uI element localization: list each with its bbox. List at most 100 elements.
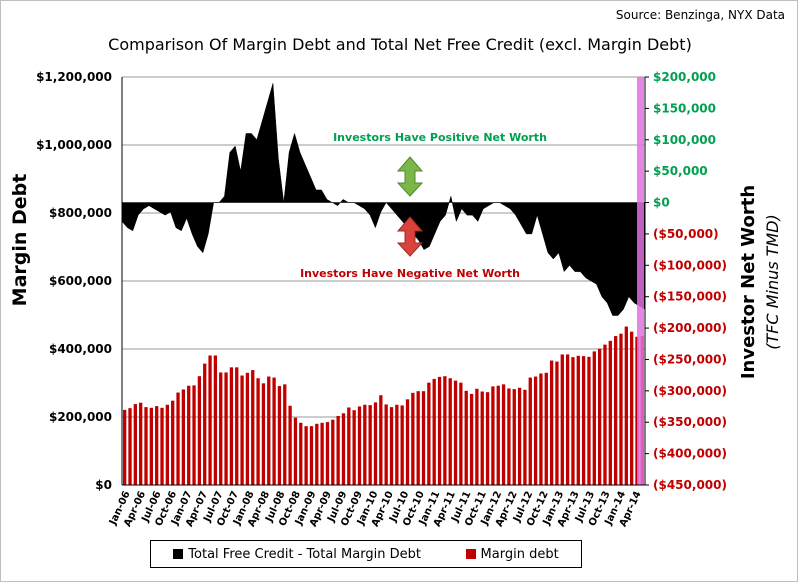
- margin-debt-bar: [171, 400, 175, 485]
- margin-debt-bar: [437, 376, 442, 485]
- right-tick-label: ($450,000): [653, 478, 727, 492]
- margin-debt-bar: [405, 399, 410, 485]
- margin-debt-bar: [443, 376, 447, 485]
- margin-debt-bar: [389, 407, 394, 485]
- right-tick-label: $150,000: [653, 101, 716, 115]
- annotation-negative: Investors Have Negative Net Worth: [300, 267, 520, 280]
- margin-debt-bar: [128, 408, 132, 485]
- margin-debt-bar: [416, 391, 420, 485]
- left-axis-ticks: $0 $200,000 $400,000 $600,000 $800,000 $1,000…: [36, 70, 112, 492]
- margin-debt-bar: [624, 326, 628, 485]
- margin-debt-bar: [496, 385, 500, 485]
- margin-debt-bar: [304, 426, 308, 485]
- margin-debt-bar: [283, 384, 287, 485]
- margin-debt-bar: [560, 354, 564, 485]
- margin-debt-bar: [475, 388, 479, 485]
- margin-debt-bar: [517, 387, 522, 485]
- margin-debt-bar: [240, 375, 244, 485]
- annotation-positive: Investors Have Positive Net Worth: [333, 131, 547, 144]
- margin-debt-bar: [523, 389, 527, 485]
- right-tick-label: $50,000: [653, 164, 708, 178]
- margin-debt-bar: [597, 348, 602, 485]
- margin-debt-bar: [320, 422, 324, 485]
- margin-debt-bar: [357, 406, 362, 485]
- margin-debt-bar: [352, 410, 356, 485]
- margin-debt-bar: [469, 393, 474, 485]
- margin-debt-bar: [592, 351, 596, 485]
- green-up-down-arrow-icon: [396, 156, 424, 197]
- margin-debt-bar: [267, 376, 271, 485]
- legend: Total Free Credit - Total Margin Debt Ma…: [150, 540, 582, 568]
- margin-debt-bar: [533, 376, 538, 485]
- legend-swatch-red: [465, 549, 476, 559]
- right-tick-label: ($100,000): [653, 258, 727, 272]
- right-tick-label: $100,000: [653, 133, 716, 147]
- margin-debt-bar: [544, 372, 548, 485]
- source-note: Source: Benzinga, NYX Data: [615, 8, 785, 22]
- margin-debt-bar: [293, 417, 298, 485]
- right-axis-ticks: ($450,000) ($400,000) ($350,000) ($300,000)…: [653, 70, 727, 492]
- margin-debt-bar: [176, 392, 180, 485]
- right-tick-label: $0: [653, 196, 670, 210]
- left-tick-label: $0: [95, 478, 112, 492]
- chart-title: Comparison Of Margin Debt and Total Net …: [108, 35, 692, 54]
- margin-debt-bar: [395, 404, 399, 485]
- margin-debt-bar: [453, 380, 458, 485]
- margin-debt-bar: [144, 407, 148, 485]
- legend-label-net-worth: Total Free Credit - Total Margin Debt: [188, 546, 421, 562]
- margin-debt-bar: [363, 404, 367, 485]
- margin-debt-bar: [256, 378, 260, 485]
- margin-debt-bar: [480, 391, 484, 485]
- margin-debt-bar: [571, 357, 575, 485]
- margin-debt-bar: [251, 370, 255, 485]
- margin-debt-bar: [427, 382, 431, 485]
- legend-swatch-black: [173, 549, 184, 559]
- margin-debt-bar: [336, 415, 340, 485]
- margin-debt-bar: [192, 385, 196, 485]
- legend-label-margin-debt: Margin debt: [480, 546, 559, 562]
- margin-debt-bar: [197, 376, 202, 485]
- y-axis-label-right-sub: (TFC Minus TMD): [763, 214, 782, 350]
- margin-debt-bar: [315, 423, 319, 485]
- left-tick-label: $1,200,000: [36, 70, 112, 84]
- y-axis-label-right: Investor Net Worth: [738, 185, 759, 379]
- net-worth-area: [121, 77, 646, 485]
- margin-debt-bars: [123, 326, 644, 485]
- margin-debt-bar: [341, 413, 346, 485]
- margin-debt-bar: [149, 407, 154, 485]
- margin-debt-bar: [187, 385, 191, 485]
- margin-debt-bar: [219, 372, 223, 485]
- margin-debt-bar: [501, 384, 506, 485]
- margin-debt-bar: [464, 390, 468, 485]
- right-tick-label: ($150,000): [653, 290, 727, 304]
- margin-debt-bar: [448, 378, 452, 485]
- margin-debt-bar: [613, 336, 618, 485]
- right-tick-label: ($300,000): [653, 384, 727, 398]
- margin-debt-bar: [619, 333, 623, 485]
- margin-debt-bar: [555, 361, 559, 485]
- margin-debt-bar: [160, 407, 164, 485]
- axes: [121, 76, 649, 486]
- margin-debt-bar: [512, 389, 516, 485]
- margin-debt-bar: [421, 391, 426, 485]
- margin-debt-bar: [123, 409, 127, 485]
- y-axis-label-left: Margin Debt: [9, 174, 31, 307]
- margin-debt-bar: [229, 367, 234, 485]
- margin-debt-bar: [299, 422, 303, 485]
- margin-debt-bar: [331, 419, 335, 485]
- margin-debt-bar: [165, 404, 170, 485]
- margin-debt-bar: [139, 402, 143, 485]
- margin-debt-bar: [459, 382, 463, 485]
- margin-debt-bar: [549, 360, 554, 485]
- margin-debt-bar: [635, 336, 639, 485]
- left-tick-label: $600,000: [49, 274, 112, 288]
- margin-debt-bar: [133, 404, 137, 485]
- margin-debt-bar: [235, 367, 239, 485]
- margin-debt-bar: [491, 386, 495, 485]
- margin-debt-bar: [213, 355, 218, 485]
- margin-debt-bar: [272, 377, 276, 485]
- margin-debt-bar: [608, 340, 612, 485]
- margin-debt-bar: [181, 389, 186, 485]
- left-tick-label: $1,000,000: [36, 138, 112, 152]
- margin-debt-bar: [507, 388, 511, 485]
